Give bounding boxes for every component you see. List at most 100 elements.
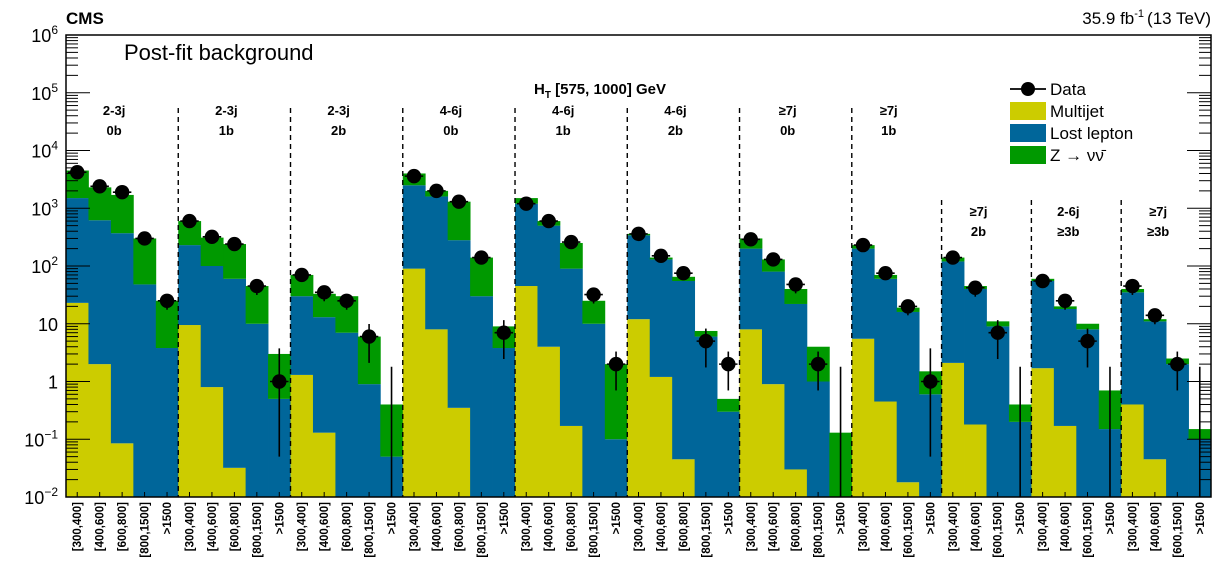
data-point <box>406 168 422 184</box>
region-njets-label: 4-6j <box>440 103 462 118</box>
bar-lostlepton <box>200 266 224 388</box>
data-point <box>1057 293 1073 308</box>
data-point <box>608 356 624 372</box>
ht-range: [575, 1000] GeV <box>551 81 666 98</box>
legend-label-multijet: Multijet <box>1050 102 1104 121</box>
x-tick-label: >1500 <box>274 502 286 534</box>
bar-lostlepton <box>1121 292 1145 405</box>
bar-multijet <box>739 329 763 497</box>
y-tick-base: 10 <box>31 199 51 219</box>
legend: Data Multijet Lost lepton Z → νν̄ <box>1010 80 1133 165</box>
bar-multijet <box>223 467 247 497</box>
data-points <box>68 165 1201 497</box>
x-tick-label: [600,1500] <box>1083 502 1095 558</box>
bar-lostlepton <box>806 381 830 497</box>
legend-data-marker <box>1021 82 1035 96</box>
data-point <box>945 250 961 265</box>
y-tick-label: 10−1 <box>24 427 58 450</box>
bar-multijet <box>515 286 538 497</box>
data-point <box>519 196 534 211</box>
data-point <box>159 293 175 308</box>
bar-lostlepton <box>357 384 381 497</box>
x-tick-label: [400,600] <box>1060 502 1072 551</box>
bar-lostlepton <box>88 220 112 365</box>
y-tick-label: 102 <box>31 254 58 277</box>
x-tick-label: [400,600] <box>544 502 556 551</box>
bar-lostlepton <box>133 284 157 497</box>
plot-label: Post-fit background <box>124 40 314 65</box>
data-point <box>855 237 871 253</box>
bar-znunu <box>582 300 606 324</box>
data-point <box>429 183 444 199</box>
bar-multijet <box>88 364 112 497</box>
data-point <box>316 285 332 300</box>
data-point <box>1035 273 1050 289</box>
bar-lostlepton <box>223 278 247 468</box>
x-tick-label: >1500 <box>1105 502 1117 534</box>
bar-lostlepton <box>739 248 763 330</box>
y-tick-label: 10−2 <box>24 485 58 508</box>
bar-znunu <box>110 194 134 234</box>
x-axis: [300,400] [400,600] [600,800] [800,1500] >15… <box>72 492 1207 558</box>
bar-multijet <box>1031 368 1055 497</box>
bar-multijet <box>447 407 471 497</box>
legend-label-data: Data <box>1050 80 1086 99</box>
x-tick-label: [600,1500] <box>903 502 915 558</box>
bar-znunu <box>245 286 269 324</box>
x-tick-label: [800,1500] <box>589 502 601 558</box>
luminosity-exponent: -1 <box>1134 8 1144 20</box>
data-point <box>1147 308 1163 323</box>
bar-lostlepton <box>582 323 606 497</box>
y-tick-base: 10 <box>38 315 58 335</box>
bar-lostlepton <box>515 203 538 287</box>
data-point <box>766 252 781 267</box>
bar-znunu <box>133 238 157 285</box>
bar-multijet <box>896 482 920 497</box>
data-point <box>1170 356 1185 372</box>
bar-lostlepton <box>470 296 493 497</box>
bar-multijet <box>1053 425 1077 497</box>
x-tick-label: >1500 <box>387 502 399 534</box>
bar-lostlepton <box>1031 280 1055 369</box>
region-nb-label: ≥3b <box>1147 224 1169 239</box>
data-point <box>676 266 691 281</box>
x-tick-label: [300,400] <box>297 502 309 551</box>
y-tick-base: 1 <box>48 373 58 393</box>
bar-lostlepton <box>964 288 987 425</box>
bar-multijet <box>312 432 336 497</box>
data-point <box>182 213 197 229</box>
y-tick-base: 10 <box>31 84 51 104</box>
x-tick-label: [800,1500] <box>476 502 488 558</box>
data-point <box>339 293 354 308</box>
bar-multijet <box>402 268 426 497</box>
region-njets-label: ≥7j <box>969 204 987 219</box>
x-tick-label: >1500 <box>925 502 937 534</box>
x-tick-label: [400,600] <box>768 502 780 551</box>
x-tick-label: >1500 <box>162 502 174 534</box>
x-tick-label: [400,600] <box>319 502 331 551</box>
x-tick-label: [400,600] <box>880 502 892 551</box>
bar-znunu <box>88 187 112 221</box>
bar-multijet <box>110 443 134 497</box>
region-njets-label: 2-3j <box>215 103 237 118</box>
bar-lostlepton <box>559 268 583 426</box>
bar-lostlepton <box>447 240 471 408</box>
y-tick-base: 10 <box>24 488 44 508</box>
x-tick-label: [400,600] <box>207 502 219 551</box>
region-njets-label: 2-6j <box>1057 204 1079 219</box>
data-point <box>721 356 736 372</box>
bar-multijet <box>851 338 875 497</box>
x-tick-label: [300,400] <box>72 502 84 551</box>
x-tick-label: [300,400] <box>409 502 421 551</box>
bar-znunu <box>604 364 628 440</box>
y-tick-label: 105 <box>31 81 58 104</box>
bar-lostlepton <box>537 225 561 347</box>
x-tick-label: [800,1500] <box>813 502 825 558</box>
region-nb-label: 1b <box>219 123 234 138</box>
bar-lostlepton <box>874 278 898 402</box>
region-nb-label: 2b <box>331 123 346 138</box>
luminosity-label: 35.9 fb-1 (13 TeV) <box>1082 8 1211 28</box>
data-point <box>968 280 983 295</box>
bar-lostlepton <box>851 248 875 339</box>
